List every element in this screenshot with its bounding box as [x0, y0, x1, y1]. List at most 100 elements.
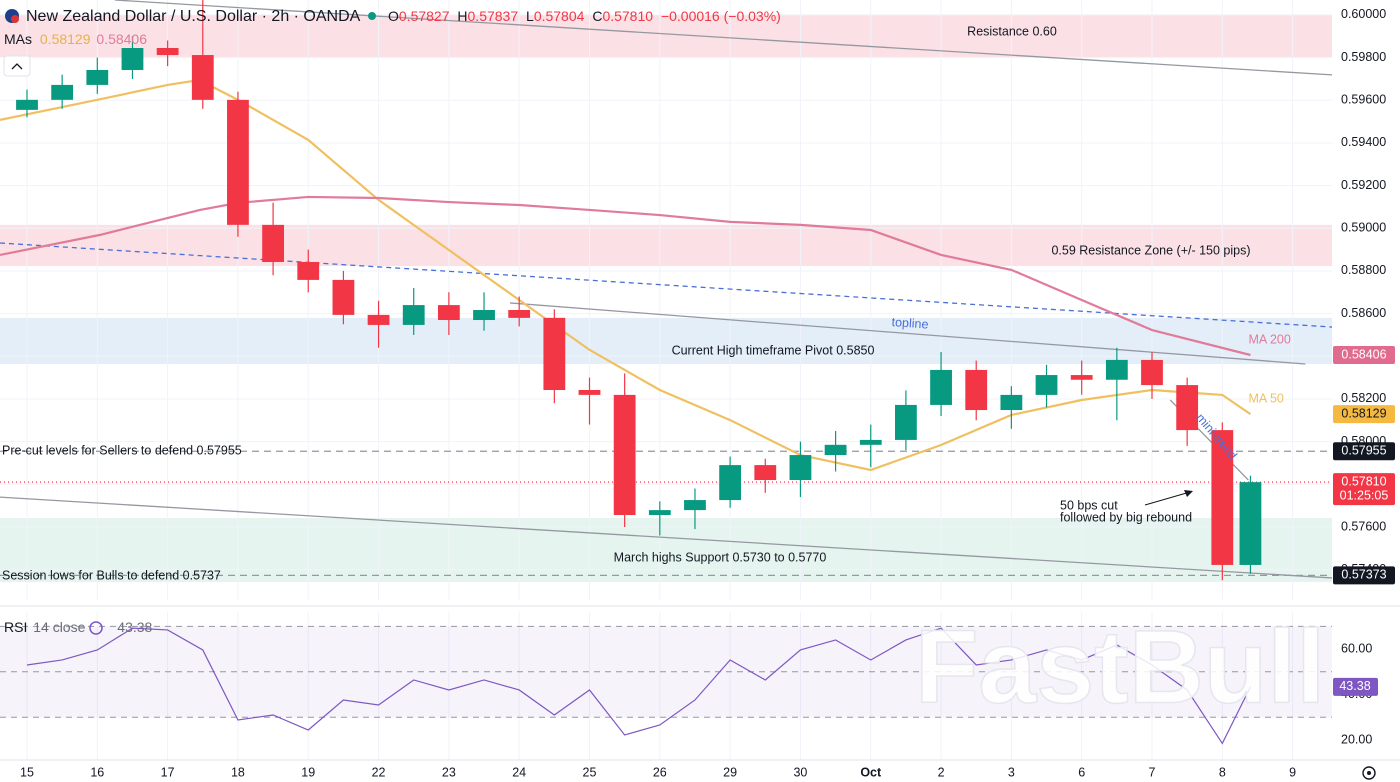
candle-body	[684, 500, 706, 511]
price-label: 0.58129	[1341, 406, 1386, 420]
ohlc: O0.57827 H0.57837 L0.57804 C0.57810 −0.0…	[388, 8, 781, 24]
chevron	[11, 63, 23, 70]
gear-icon[interactable]	[1362, 766, 1376, 780]
rsi-tick-label: 20.00	[1341, 732, 1372, 746]
candle-body	[613, 394, 636, 516]
rsi-params: 14 close	[33, 619, 85, 635]
price-label: 0.57810	[1341, 474, 1386, 488]
x-tick-label: 8	[1219, 765, 1226, 779]
annotation: 50 bps cut	[1060, 498, 1118, 512]
x-tick-label: 29	[723, 765, 737, 779]
price-label-box	[1333, 566, 1395, 585]
x-tick-label: 30	[793, 765, 807, 779]
rsi-last-box	[1333, 677, 1378, 696]
ohlc-value: 0.57810	[602, 8, 653, 24]
zone	[0, 14, 1332, 57]
ma-value: 0.58406	[96, 31, 147, 47]
ohlc-label: O	[388, 8, 399, 24]
candle-body	[930, 369, 952, 405]
y-tick-label: 0.58200	[1341, 391, 1386, 405]
trendline	[509, 302, 1306, 365]
price-label: 0.57373	[1341, 568, 1386, 582]
axes: 0.574000.576000.578000.580000.582000.584…	[20, 7, 1395, 779]
y-tick-label: 0.59600	[1341, 93, 1386, 107]
price-label: 0.58406	[1341, 347, 1386, 361]
y-tick-label: 0.58800	[1341, 263, 1386, 277]
trendline	[0, 242, 1332, 328]
candle-body	[1105, 359, 1128, 380]
rsi-last-label: 43.38	[1339, 679, 1370, 693]
y-tick-label: 0.59800	[1341, 50, 1386, 64]
candle-body	[402, 305, 425, 325]
candle-body	[16, 99, 38, 110]
candle-body	[1070, 375, 1093, 380]
symbol-title[interactable]: New Zealand Dollar / U.S. Dollar · 2h · …	[26, 8, 361, 25]
x-tick-label: 3	[1008, 765, 1015, 779]
arrowhead	[1184, 490, 1193, 497]
candle-body	[332, 279, 355, 315]
collapse-button[interactable]	[3, 55, 31, 77]
candle-body	[367, 314, 390, 325]
candle-body	[473, 309, 495, 321]
zone	[0, 224, 1332, 267]
ohlc-value: 0.57804	[534, 8, 585, 24]
market-status	[368, 12, 376, 20]
series-label: MA 50	[1248, 391, 1283, 405]
price-label-box	[1333, 346, 1395, 365]
trendline	[0, 496, 1332, 579]
x-tick-label: 6	[1078, 765, 1085, 779]
candle-body	[648, 510, 671, 516]
candle-body	[1211, 430, 1234, 565]
ohlc-label: H	[457, 8, 467, 24]
ohlc-value: 0.57827	[399, 8, 450, 24]
x-tick-label: 24	[512, 765, 526, 779]
price-label-box	[1333, 442, 1395, 461]
candle-body	[895, 404, 917, 440]
x-tick-label: 7	[1149, 765, 1156, 779]
x-tick-label: 15	[20, 765, 34, 779]
candle-body	[156, 48, 179, 56]
candle-body	[859, 439, 882, 445]
y-tick-label: 0.59200	[1341, 178, 1386, 192]
x-tick-label: 17	[161, 765, 175, 779]
candle-body	[51, 84, 74, 100]
y-tick-label: 0.59000	[1341, 221, 1386, 235]
candle-body	[227, 99, 249, 225]
candle-body	[297, 261, 320, 280]
ma-label[interactable]: MAs	[4, 31, 32, 47]
x-tick-label: Oct	[860, 765, 882, 779]
settings[interactable]	[1362, 766, 1376, 780]
candle-body	[121, 48, 144, 70]
annotations: Resistance 0.60 0.59 Resistance Zone (+/…	[2, 24, 1251, 582]
rsi-label[interactable]: RSI	[4, 619, 27, 635]
rsi-pane	[0, 612, 1332, 760]
annotation: followed by big rebound	[1060, 510, 1192, 524]
candle-body	[508, 309, 531, 318]
zone	[0, 317, 1332, 364]
candle-body	[1035, 375, 1058, 395]
x-tick-label: 22	[372, 765, 386, 779]
candle-body	[824, 444, 847, 456]
rsi-tick-label: 60.00	[1341, 641, 1372, 655]
ohlc-label: C	[592, 8, 602, 24]
candle-body	[789, 455, 812, 481]
candle-body	[719, 465, 742, 501]
x-tick-label: 23	[442, 765, 456, 779]
rsi-line	[26, 627, 1251, 745]
price-label-box	[1333, 405, 1395, 424]
candle-body	[1000, 394, 1023, 411]
rsi-icon[interactable]	[89, 621, 103, 635]
annotation: 0.59 Resistance Zone (+/- 150 pips)	[1051, 243, 1250, 257]
legend: New Zealand Dollar / U.S. Dollar · 2h · …	[3, 8, 781, 635]
annotation: Pre-cut levels for Sellers to defend 0.5…	[2, 443, 242, 457]
x-tick-label: 19	[301, 765, 315, 779]
ohlc-label: L	[526, 8, 534, 24]
candle-body	[754, 465, 777, 481]
trendline	[114, 0, 1332, 76]
annotation: Current High timeframe Pivot 0.5850	[672, 343, 875, 357]
candle-body	[1141, 359, 1163, 386]
rsi-legend: RSI 14 close 43.38	[4, 619, 153, 635]
change: −0.00016 (−0.03%)	[661, 8, 781, 24]
y-tick-label: 0.59400	[1341, 135, 1386, 149]
ma-value: 0.58129	[40, 31, 91, 47]
